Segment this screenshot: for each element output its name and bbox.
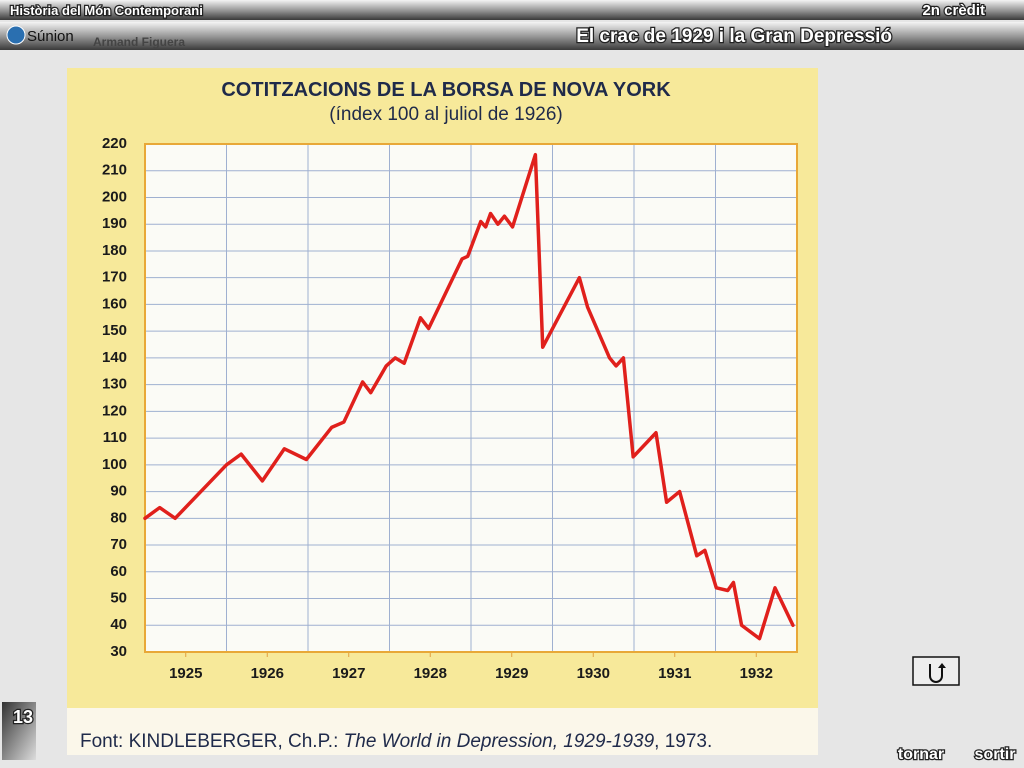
title-bar	[0, 22, 1024, 50]
slide-title: El crac de 1929 i la Gran Depressió	[576, 26, 892, 47]
course: Història del Món Contemporani	[10, 3, 203, 18]
page-number: 13	[13, 707, 33, 727]
y-tick-label: 200	[102, 188, 127, 205]
x-tick-label: 1932	[740, 665, 773, 682]
source-part: , 1973.	[654, 731, 712, 752]
y-tick-label: 60	[110, 563, 127, 580]
x-tick-label: 1925	[169, 665, 202, 682]
y-tick-label: 100	[102, 456, 127, 473]
back-link[interactable]: tornar	[897, 745, 946, 765]
source-part: The World in Depression, 1929-1939	[344, 731, 655, 752]
source: Font: KINDLEBERGER, Ch.P.: The World in …	[80, 731, 712, 752]
author: Armand Figuera	[93, 35, 185, 49]
x-tick-label: 1929	[495, 665, 528, 682]
x-tick-label: 1927	[332, 665, 365, 682]
y-tick-label: 160	[102, 295, 127, 312]
x-tick-label: 1930	[577, 665, 610, 682]
y-tick-label: 110	[103, 429, 127, 446]
source-band	[67, 708, 818, 755]
y-tick-label: 190	[102, 215, 127, 232]
y-tick-label: 50	[110, 589, 127, 606]
chart-title: COTITZACIONS DE LA BORSA DE NOVA YORK	[221, 79, 671, 101]
y-tick-label: 150	[102, 322, 127, 339]
plot-border	[144, 143, 798, 653]
y-tick-label: 170	[102, 269, 127, 286]
y-tick-label: 120	[102, 402, 127, 419]
button-frame[interactable]	[912, 656, 960, 686]
chart-subtitle: (índex 100 al juliol de 1926)	[329, 104, 562, 125]
x-tick-label: 1926	[251, 665, 284, 682]
y-tick-label: 220	[102, 135, 127, 152]
y-tick-label: 70	[110, 536, 127, 553]
y-tick-label: 80	[110, 509, 127, 526]
y-tick-label: 40	[110, 616, 127, 633]
y-tick-label: 210	[102, 162, 127, 179]
logo-icon	[6, 25, 26, 45]
y-tick-label: 140	[102, 349, 127, 366]
header-bar	[0, 0, 1024, 20]
credit: 2n crèdit	[922, 2, 985, 19]
replay-button[interactable]	[912, 656, 960, 686]
y-tick-label: 130	[102, 376, 127, 393]
button-arrow[interactable]	[938, 663, 946, 668]
y-tick-label: 180	[102, 242, 127, 259]
logo: Súnion	[27, 28, 74, 45]
button-icon[interactable]	[929, 664, 943, 683]
page-box	[2, 702, 36, 760]
source-part: Font: KINDLEBERGER, Ch.P.:	[80, 731, 344, 752]
index-line	[143, 152, 795, 641]
y-tick-label: 90	[110, 483, 127, 500]
exit-link[interactable]: sortir	[973, 745, 1016, 765]
y-tick-label: 30	[110, 643, 127, 660]
x-tick-label: 1928	[414, 665, 447, 682]
x-tick-label: 1931	[658, 665, 691, 682]
